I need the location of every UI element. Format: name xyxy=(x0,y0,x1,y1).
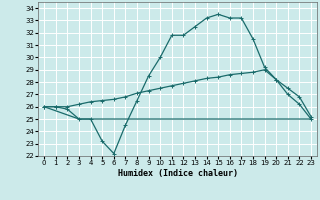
X-axis label: Humidex (Indice chaleur): Humidex (Indice chaleur) xyxy=(118,169,238,178)
